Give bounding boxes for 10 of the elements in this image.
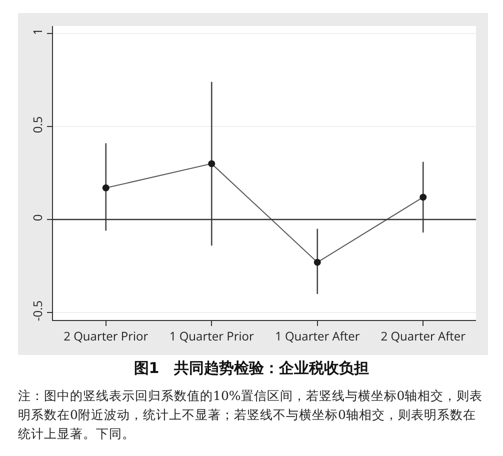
x-tick-label: 1 Quarter Prior [169, 327, 254, 344]
y-tick-label: 0 [29, 214, 46, 222]
x-tick-label: 2 Quarter After [380, 327, 466, 344]
text: 注：图中的竖线表示回归系数值的10%置信区间，若竖线与横坐标0轴相交，则表明系数在0附近波动，统计上不显著；若竖线不与横坐标0轴相交，则表明系数在统计上显著。下同。 [18, 387, 483, 443]
y-tick-label: -0.5 [29, 300, 46, 322]
x-tick-label: 1 Quarter After [274, 327, 360, 344]
x-tick-label: 2 Quarter Prior [64, 327, 148, 344]
y-tick-label: 1 [29, 28, 46, 36]
text: 图1 共同趋势检验：企业税收负担 [132, 359, 370, 378]
y-tick-label: 0.5 [29, 116, 46, 134]
